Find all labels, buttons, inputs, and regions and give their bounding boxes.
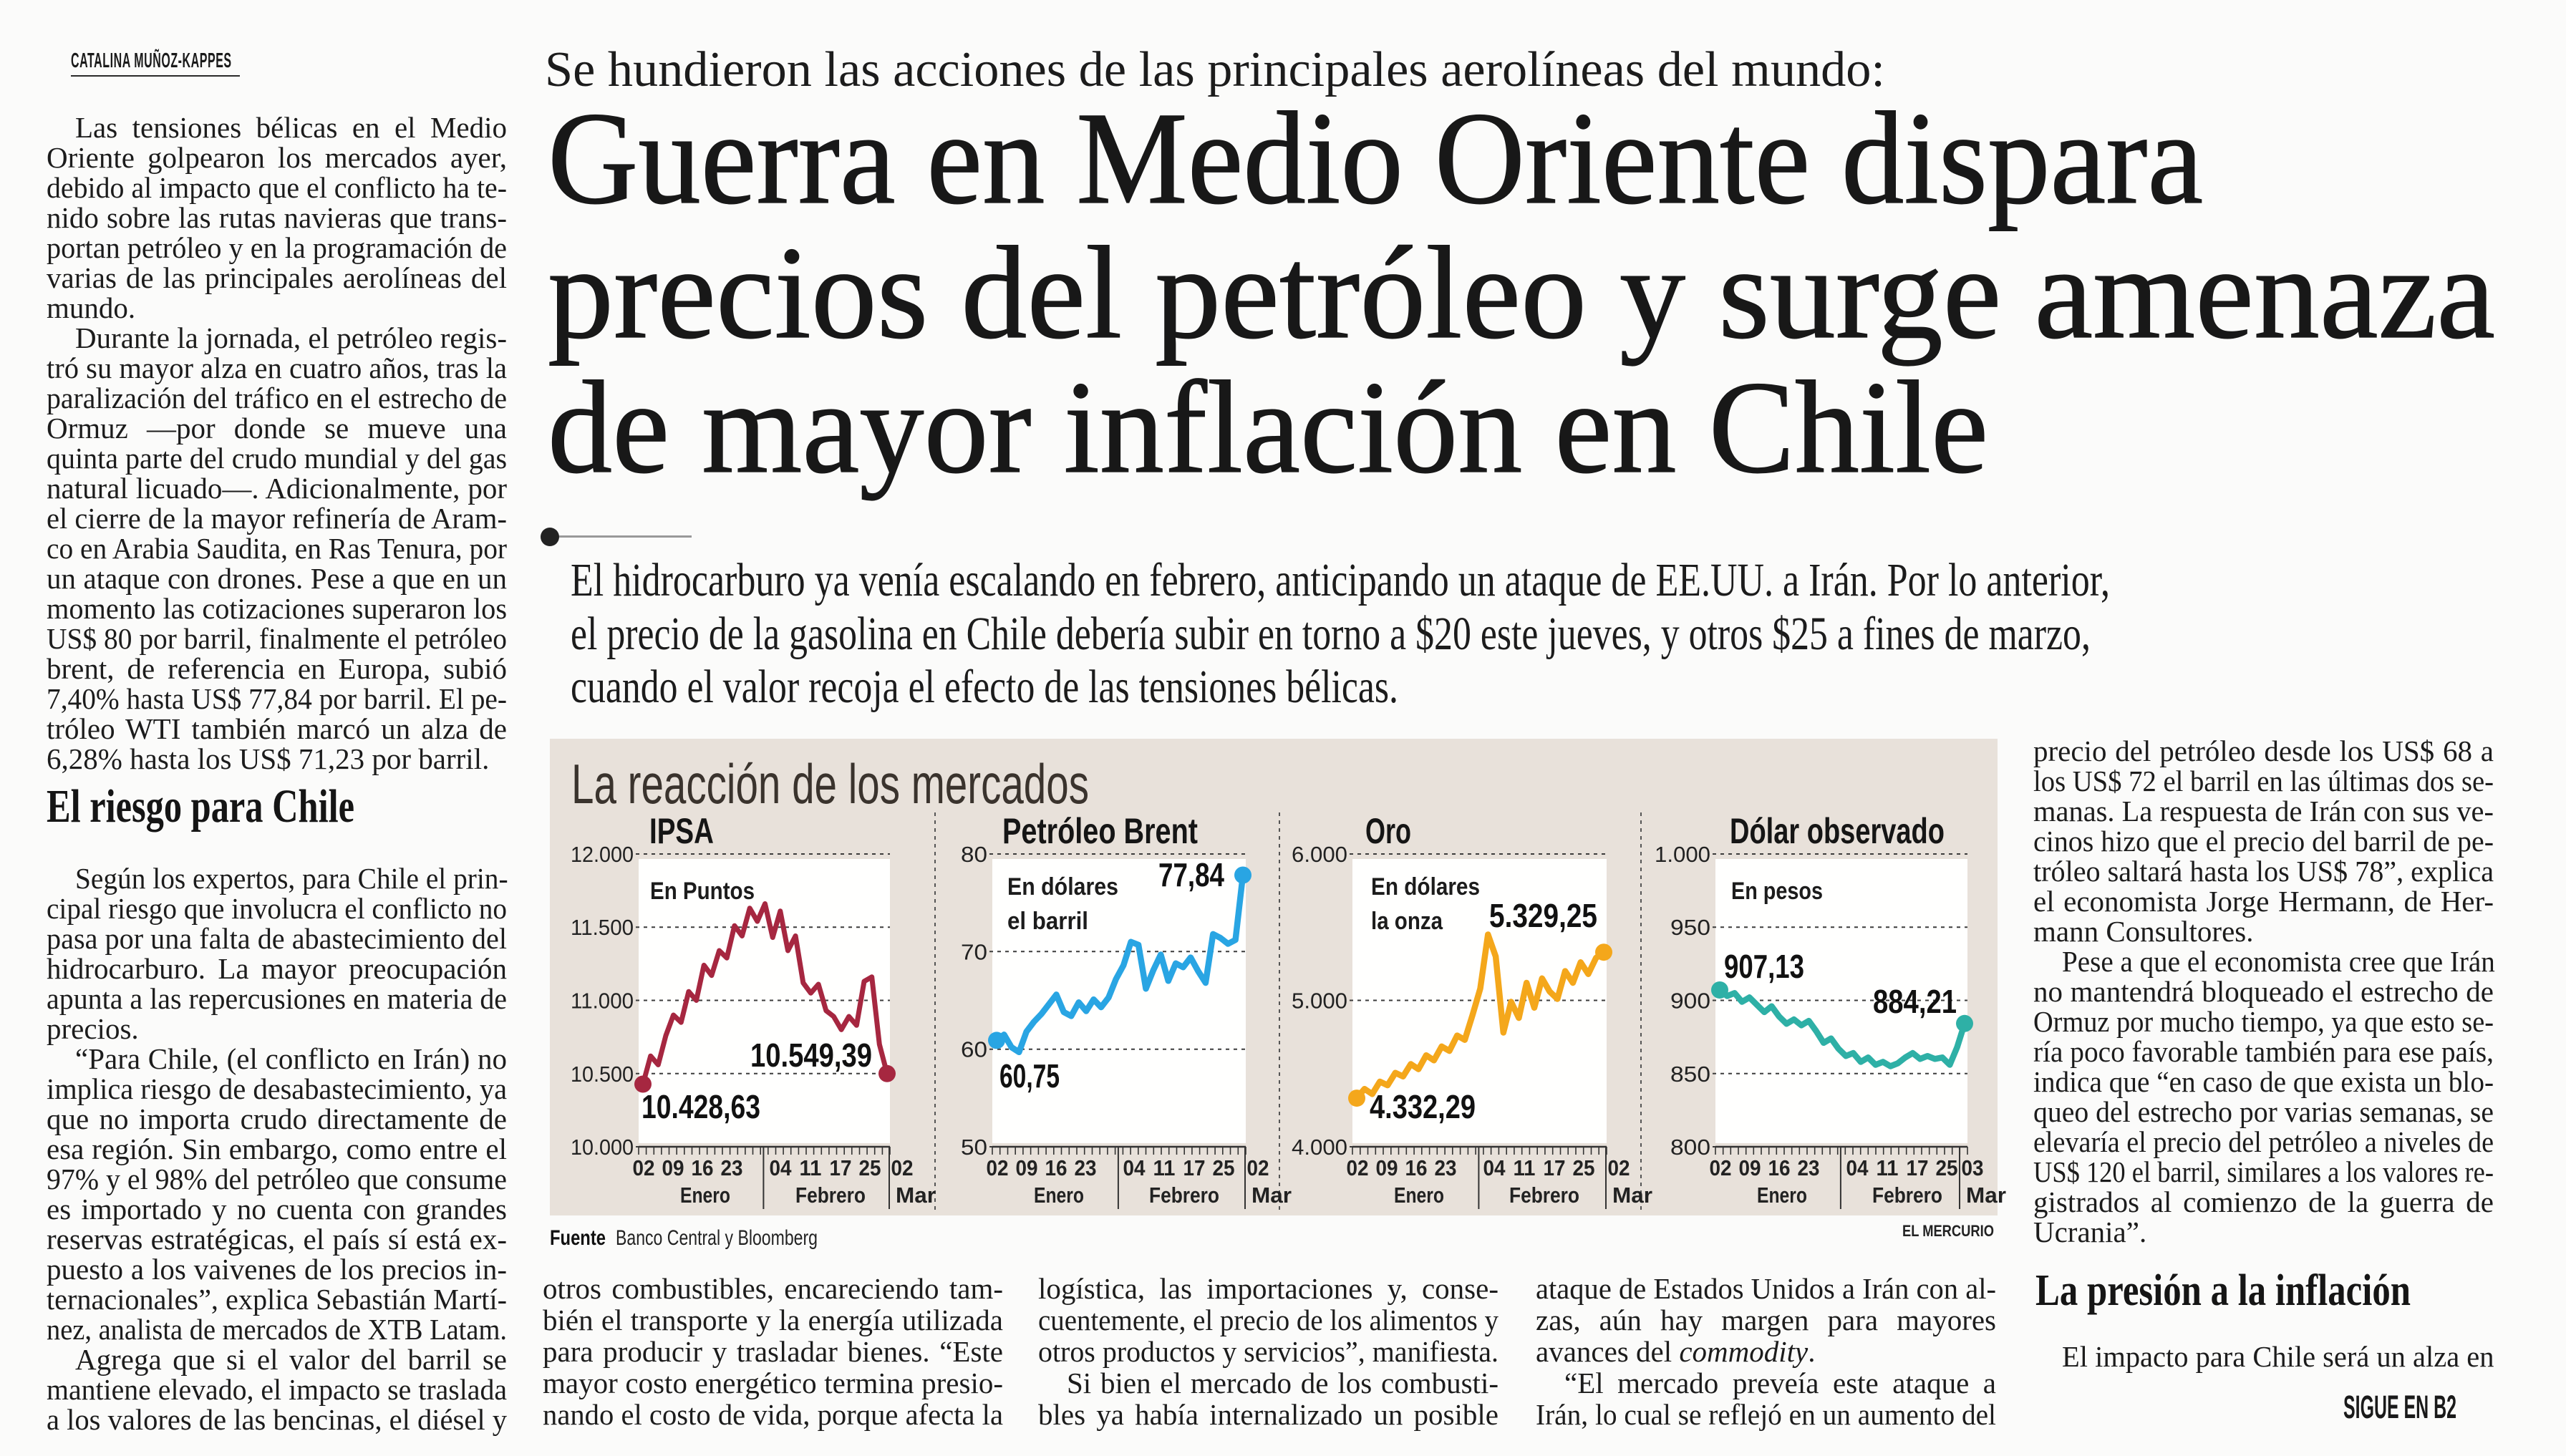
- svg-text:Enero: Enero: [680, 1183, 730, 1208]
- svg-text:En Puntos: En Puntos: [650, 878, 755, 905]
- svg-text:23: 23: [1075, 1155, 1097, 1180]
- svg-text:02: 02: [1247, 1155, 1269, 1180]
- svg-text:Enero: Enero: [1034, 1183, 1084, 1208]
- svg-text:02: 02: [1710, 1155, 1732, 1180]
- svg-text:17: 17: [1544, 1155, 1566, 1180]
- svg-text:04: 04: [1123, 1155, 1146, 1180]
- svg-text:la onza: la onza: [1371, 908, 1443, 935]
- svg-text:Febrero: Febrero: [1872, 1183, 1942, 1208]
- svg-text:5.329,25: 5.329,25: [1489, 897, 1597, 934]
- svg-text:11: 11: [800, 1155, 822, 1180]
- svg-text:17: 17: [830, 1155, 852, 1180]
- svg-text:900: 900: [1670, 989, 1710, 1014]
- svg-text:En dólares: En dólares: [1007, 873, 1118, 901]
- svg-text:Petróleo Brent: Petróleo Brent: [1002, 811, 1198, 851]
- svg-text:04: 04: [1846, 1155, 1869, 1180]
- svg-text:03: 03: [1962, 1155, 1984, 1180]
- svg-text:Mar: Mar: [1612, 1183, 1652, 1208]
- svg-text:850: 850: [1670, 1062, 1710, 1087]
- svg-text:En pesos: En pesos: [1731, 878, 1823, 905]
- svg-text:Enero: Enero: [1394, 1183, 1444, 1208]
- svg-text:Mar: Mar: [1966, 1183, 2006, 1208]
- svg-text:80: 80: [961, 842, 987, 867]
- svg-text:Febrero: Febrero: [795, 1183, 866, 1208]
- svg-text:02: 02: [633, 1155, 655, 1180]
- svg-text:02: 02: [1347, 1155, 1369, 1180]
- svg-text:23: 23: [721, 1155, 743, 1180]
- svg-text:10.000: 10.000: [571, 1135, 634, 1160]
- svg-text:Banco Central y Bloomberg: Banco Central y Bloomberg: [616, 1226, 818, 1250]
- svg-text:16: 16: [1768, 1155, 1791, 1180]
- svg-text:En dólares: En dólares: [1371, 873, 1480, 901]
- svg-text:EL MERCURIO: EL MERCURIO: [1902, 1222, 1994, 1240]
- svg-text:25: 25: [859, 1155, 881, 1180]
- svg-text:Mar: Mar: [896, 1183, 936, 1208]
- svg-text:16: 16: [1045, 1155, 1067, 1180]
- svg-text:09: 09: [662, 1155, 684, 1180]
- svg-text:60,75: 60,75: [999, 1057, 1060, 1095]
- svg-text:10.549,39: 10.549,39: [750, 1037, 872, 1074]
- svg-text:60: 60: [961, 1037, 987, 1062]
- svg-text:Fuente: Fuente: [550, 1226, 606, 1250]
- svg-text:11: 11: [1877, 1155, 1899, 1180]
- svg-text:884,21: 884,21: [1873, 983, 1957, 1020]
- svg-text:25: 25: [1936, 1155, 1958, 1180]
- svg-text:25: 25: [1573, 1155, 1595, 1180]
- svg-text:11: 11: [1153, 1155, 1176, 1180]
- svg-text:02: 02: [987, 1155, 1009, 1180]
- svg-text:23: 23: [1798, 1155, 1820, 1180]
- svg-text:10.428,63: 10.428,63: [642, 1088, 760, 1125]
- svg-text:5.000: 5.000: [1292, 989, 1347, 1014]
- svg-text:04: 04: [770, 1155, 793, 1180]
- svg-text:950: 950: [1670, 915, 1710, 940]
- svg-text:1.000: 1.000: [1655, 842, 1710, 867]
- svg-text:800: 800: [1670, 1135, 1710, 1160]
- svg-text:09: 09: [1739, 1155, 1761, 1180]
- svg-text:907,13: 907,13: [1724, 948, 1804, 985]
- svg-text:11.500: 11.500: [571, 915, 634, 940]
- svg-text:Mar: Mar: [1251, 1183, 1292, 1208]
- svg-text:4.000: 4.000: [1292, 1135, 1347, 1160]
- svg-text:Oro: Oro: [1365, 811, 1411, 851]
- svg-text:23: 23: [1435, 1155, 1457, 1180]
- svg-text:17: 17: [1183, 1155, 1206, 1180]
- svg-text:6.000: 6.000: [1292, 842, 1347, 867]
- svg-text:11: 11: [1514, 1155, 1536, 1180]
- svg-text:02: 02: [891, 1155, 914, 1180]
- svg-text:16: 16: [692, 1155, 714, 1180]
- svg-text:77,84: 77,84: [1158, 856, 1224, 893]
- svg-text:70: 70: [961, 939, 987, 964]
- svg-text:el barril: el barril: [1007, 908, 1088, 935]
- svg-text:Dólar observado: Dólar observado: [1730, 811, 1945, 851]
- svg-text:4.332,29: 4.332,29: [1370, 1088, 1476, 1125]
- svg-text:09: 09: [1016, 1155, 1038, 1180]
- svg-text:Febrero: Febrero: [1149, 1183, 1219, 1208]
- svg-text:12.000: 12.000: [571, 842, 634, 867]
- svg-text:10.500: 10.500: [571, 1062, 634, 1087]
- svg-text:11.000: 11.000: [571, 989, 634, 1014]
- svg-text:17: 17: [1907, 1155, 1929, 1180]
- svg-text:02: 02: [1608, 1155, 1630, 1180]
- svg-text:50: 50: [961, 1135, 987, 1160]
- svg-text:04: 04: [1483, 1155, 1506, 1180]
- svg-text:IPSA: IPSA: [649, 811, 714, 851]
- svg-text:09: 09: [1376, 1155, 1398, 1180]
- svg-text:Febrero: Febrero: [1509, 1183, 1579, 1208]
- svg-text:Enero: Enero: [1757, 1183, 1807, 1208]
- svg-text:La reacción de los mercados: La reacción de los mercados: [571, 752, 1089, 815]
- svg-text:16: 16: [1405, 1155, 1428, 1180]
- svg-text:25: 25: [1213, 1155, 1235, 1180]
